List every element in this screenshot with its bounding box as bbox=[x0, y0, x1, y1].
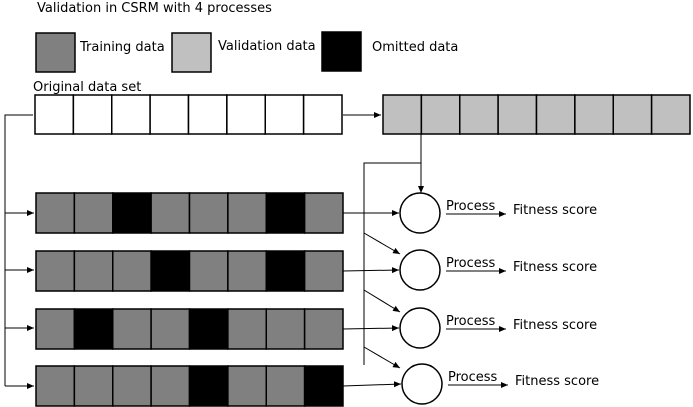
legend-label-validation: Validation data bbox=[218, 39, 316, 54]
arrow-row-to-process bbox=[342, 381, 402, 388]
data-cell bbox=[150, 308, 191, 350]
data-cell bbox=[35, 250, 76, 292]
data-cell bbox=[303, 192, 344, 234]
data-cell bbox=[112, 250, 152, 292]
process-node bbox=[399, 307, 441, 349]
fitness-score-label: Fitness score bbox=[513, 318, 597, 333]
data-cell bbox=[227, 308, 267, 350]
legend-swatch-omitted bbox=[321, 31, 362, 72]
arrow-validation-to-process-3 bbox=[363, 289, 401, 313]
left-bracket-line bbox=[4, 114, 33, 386]
original-cell bbox=[302, 94, 343, 135]
data-cell bbox=[265, 308, 306, 350]
validation-cell bbox=[459, 94, 499, 135]
process-label: Process bbox=[448, 370, 498, 385]
process-row: Process Fitness score bbox=[35, 249, 597, 292]
original-cell bbox=[149, 94, 190, 135]
connectors bbox=[4, 112, 424, 389]
data-cell bbox=[112, 308, 152, 350]
process-label: Process bbox=[446, 199, 496, 214]
legend-swatch-training bbox=[35, 32, 76, 73]
data-cell bbox=[73, 308, 114, 350]
validation-cell bbox=[535, 94, 576, 135]
validation-cell bbox=[497, 94, 538, 135]
fitness-score-label: Fitness score bbox=[515, 374, 599, 389]
validation-distribution-line bbox=[363, 162, 421, 365]
process-node bbox=[399, 192, 441, 234]
data-cell bbox=[188, 250, 229, 292]
process-row: Process Fitness score bbox=[35, 363, 599, 407]
original-data-set-label: Original data set bbox=[33, 80, 141, 95]
data-cell bbox=[188, 192, 229, 234]
arrow-validation-to-process-2 bbox=[363, 232, 401, 255]
validation-cell bbox=[612, 94, 653, 135]
data-cell bbox=[73, 192, 114, 234]
process-label: Process bbox=[446, 256, 496, 271]
validation-data-set bbox=[382, 94, 691, 135]
validation-cell bbox=[420, 94, 461, 135]
data-cell bbox=[265, 365, 306, 407]
data-cell bbox=[188, 308, 229, 350]
process-label: Process bbox=[446, 314, 496, 329]
process-row: Process Fitness score bbox=[35, 192, 597, 234]
process-row: Process Fitness score bbox=[35, 307, 597, 350]
original-cell bbox=[264, 94, 305, 135]
original-cell bbox=[226, 94, 266, 135]
original-cell bbox=[72, 94, 113, 135]
original-data-set bbox=[34, 94, 343, 135]
data-cell bbox=[188, 365, 229, 407]
legend: Training data Validation data Omitted da… bbox=[35, 31, 458, 73]
data-cell bbox=[112, 192, 152, 234]
data-cell bbox=[35, 308, 76, 350]
data-cell bbox=[303, 250, 344, 292]
process-node bbox=[399, 249, 441, 291]
data-cell bbox=[73, 250, 114, 292]
fitness-score-label: Fitness score bbox=[513, 203, 597, 218]
original-cell bbox=[34, 94, 75, 135]
data-cell bbox=[227, 365, 267, 407]
fitness-score-label: Fitness score bbox=[513, 260, 597, 275]
legend-swatch-validation bbox=[171, 32, 212, 73]
data-cell bbox=[35, 365, 76, 407]
arrow-validation-to-process-4 bbox=[363, 346, 401, 369]
data-cell bbox=[73, 365, 114, 407]
validation-cell bbox=[382, 94, 423, 135]
original-cell bbox=[111, 94, 151, 135]
data-cell bbox=[227, 192, 267, 234]
data-cell bbox=[150, 250, 191, 292]
diagram-title: Validation in CSRM with 4 processes bbox=[37, 1, 272, 16]
legend-label-omitted: Omitted data bbox=[372, 40, 458, 55]
data-cell bbox=[150, 365, 191, 407]
original-cell bbox=[187, 94, 228, 135]
process-rows: Process Fitness score Process Fitness score… bbox=[35, 192, 599, 407]
arrow-row-to-process bbox=[342, 325, 400, 332]
data-cell bbox=[303, 308, 344, 350]
process-node bbox=[401, 363, 443, 405]
data-cell bbox=[265, 250, 306, 292]
arrow-row-to-process bbox=[342, 267, 400, 274]
data-cell bbox=[112, 365, 152, 407]
legend-label-training: Training data bbox=[79, 40, 165, 55]
data-cell bbox=[35, 192, 76, 234]
data-cell bbox=[303, 365, 344, 407]
validation-cell bbox=[574, 94, 614, 135]
data-cell bbox=[265, 192, 306, 234]
data-cell bbox=[150, 192, 191, 234]
data-cell bbox=[227, 250, 267, 292]
validation-cell bbox=[650, 94, 691, 135]
